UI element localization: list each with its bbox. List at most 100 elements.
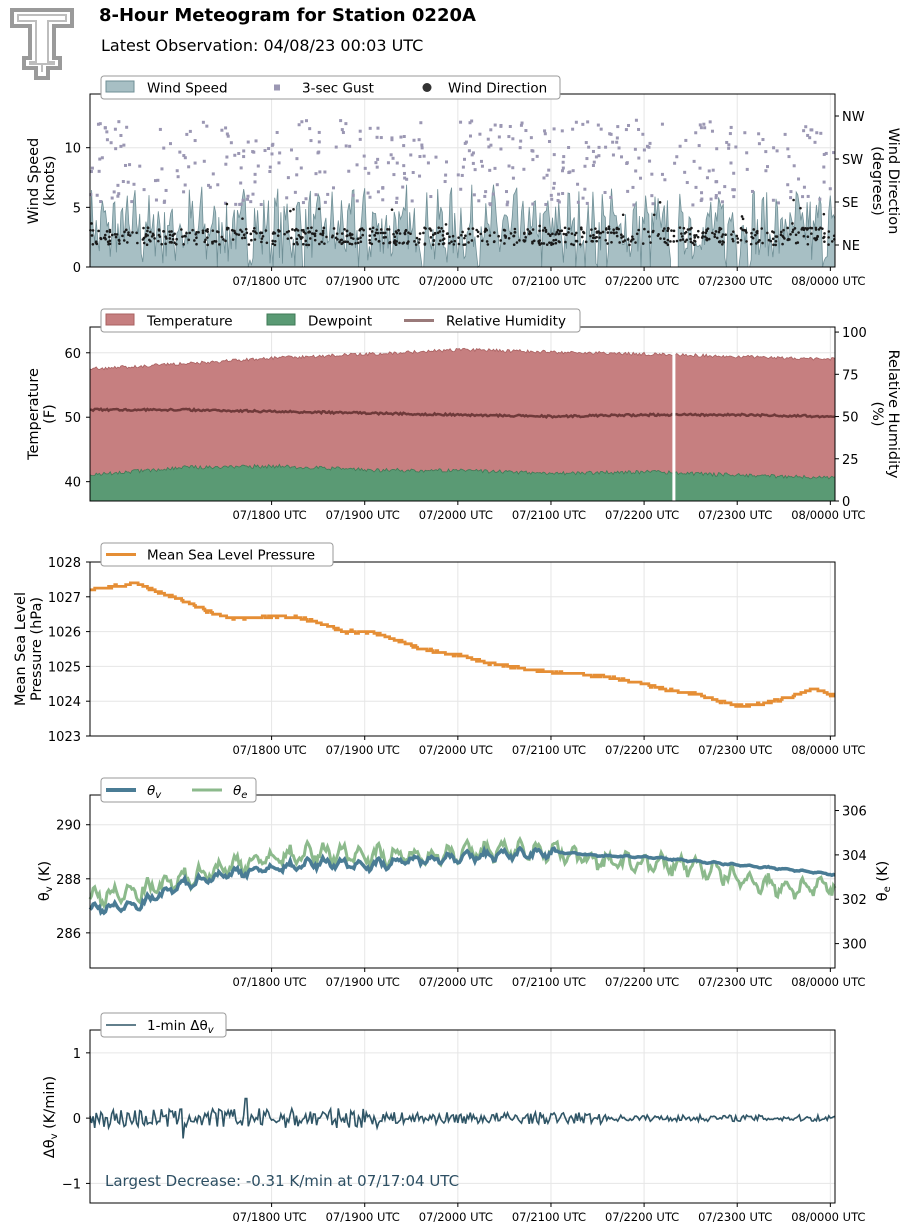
wind-direction-point: [222, 238, 225, 241]
gust-point: [242, 149, 246, 153]
wind-direction-point: [797, 231, 800, 234]
wind-direction-point: [740, 215, 744, 218]
gust-point: [368, 195, 372, 199]
gust-point: [464, 140, 468, 144]
wind-direction-point: [162, 229, 165, 233]
wind-direction-point: [296, 229, 300, 232]
wind-direction-point: [518, 239, 521, 242]
gust-point: [727, 143, 731, 147]
gust-point: [815, 131, 819, 135]
wind-direction-point: [513, 227, 517, 231]
gust-point: [723, 185, 727, 189]
gust-point: [116, 194, 120, 198]
wind-direction-point: [361, 233, 364, 237]
wind-direction-point: [318, 242, 321, 246]
wind-direction-point: [641, 242, 645, 245]
gust-point: [130, 200, 134, 204]
gust-point: [535, 154, 539, 158]
plot-frame: [89, 794, 836, 969]
gust-point: [561, 166, 565, 170]
gust-point: [802, 185, 806, 189]
relative-humidity-axis-label: Relative Humidity(%): [869, 350, 901, 479]
gust-point: [386, 161, 390, 165]
gust-point: [304, 197, 308, 201]
gust-point: [193, 161, 197, 165]
gust-point: [175, 169, 179, 173]
wind-direction-point: [453, 239, 457, 243]
gust-point: [225, 155, 229, 159]
gust-point: [729, 125, 733, 129]
time-tick-label: 08/0000 UTC: [791, 743, 865, 757]
gust-point: [786, 147, 790, 151]
gust-point: [801, 195, 805, 199]
gust-point: [797, 177, 801, 181]
wind-direction-point: [724, 233, 727, 237]
wind-direction-point: [736, 241, 740, 244]
gust-point: [456, 173, 460, 177]
wind-direction-point: [545, 243, 549, 246]
wind-direction-point: [321, 231, 325, 235]
gust-point: [89, 193, 93, 197]
wind-direction-point: [615, 234, 619, 238]
wind-direction-point: [802, 226, 805, 230]
wind-direction-point: [452, 243, 456, 246]
gust-point: [488, 202, 492, 206]
wind-direction-point: [379, 231, 383, 235]
gust-point: [112, 190, 116, 194]
wind-direction-point: [193, 239, 196, 242]
gust-point: [162, 146, 166, 150]
gust-point: [609, 195, 613, 199]
gust-point: [119, 133, 123, 137]
wind-direction-point: [108, 228, 112, 232]
time-tick-label: 07/1900 UTC: [326, 1210, 400, 1224]
wind-direction-point: [370, 242, 374, 246]
gust-point: [395, 161, 399, 165]
gust-point: [585, 157, 589, 161]
wind-direction-point: [717, 230, 721, 234]
wind-direction-point: [374, 237, 378, 241]
wind-direction-point: [211, 229, 215, 232]
time-tick-label: 07/2000 UTC: [419, 743, 493, 757]
wind-direction-point: [538, 243, 542, 246]
gust-point: [376, 190, 380, 194]
delta-theta-axis-label-text: Δθv (K/min): [42, 1076, 60, 1158]
gust-point: [271, 142, 275, 146]
gust-point: [419, 121, 423, 125]
wind-direction-point: [554, 241, 558, 245]
wind-direction-point: [181, 235, 184, 238]
wind-direction-point: [689, 237, 692, 241]
wind-direction-point: [451, 234, 455, 238]
gust-point: [268, 170, 272, 174]
gust-point: [207, 183, 211, 187]
wind-direction-point: [126, 241, 129, 244]
wind-direction-point: [429, 229, 433, 232]
gust-point: [286, 176, 290, 180]
gust-point: [409, 153, 413, 157]
wind-direction-point: [607, 225, 611, 229]
wind-direction-point: [168, 237, 172, 240]
wind-direction-point: [110, 233, 114, 237]
wind-direction-point: [325, 235, 328, 239]
wind-direction-point: [384, 235, 388, 239]
wind-direction-point: [526, 228, 530, 231]
wind-direction-point: [542, 242, 546, 245]
wind-direction-point: [680, 232, 683, 235]
wind-direction-point: [220, 235, 224, 239]
wind-direction-point: [339, 238, 342, 242]
gust-point: [764, 169, 768, 173]
wind-direction-point: [669, 240, 672, 243]
gust-point: [543, 129, 547, 133]
gust-point: [691, 203, 695, 207]
gust-point: [491, 192, 495, 196]
wind-direction-point: [765, 231, 769, 235]
wind-direction-point: [387, 228, 391, 231]
wind-direction-point: [480, 239, 484, 243]
time-tick-label: 07/2000 UTC: [419, 508, 493, 522]
gust-point: [323, 170, 327, 174]
wind-direction-point: [117, 238, 121, 242]
wind-direction-point: [91, 242, 95, 246]
wind-direction-point: [786, 238, 790, 242]
gust-point: [581, 122, 585, 126]
wind-direction-point: [598, 236, 601, 239]
gust-point: [508, 124, 512, 128]
